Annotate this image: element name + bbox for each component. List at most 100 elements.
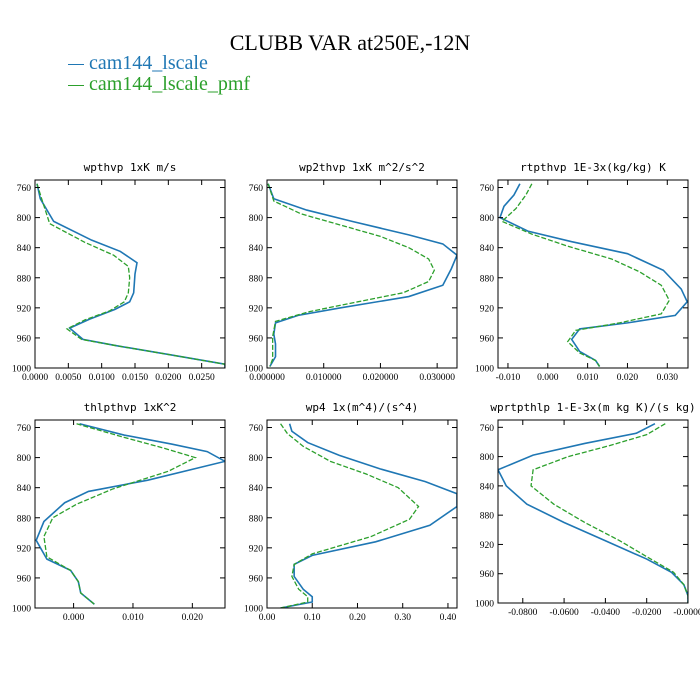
x-tick-label: 0.0000: [22, 373, 48, 383]
x-tick-label: 0.0200: [155, 373, 181, 383]
panel-6: 760 800 840 880 920 960 1000 -0.0800 -0.0600 -0.0…: [475, 401, 700, 618]
y-tick-label: 800: [480, 453, 495, 463]
y-tick-label: 840: [249, 244, 264, 254]
x-tick-label: 0.020000: [363, 373, 399, 383]
y-tick-label: 1000: [475, 600, 494, 610]
y-tick-label: 920: [17, 304, 32, 314]
y-tick-label: 880: [17, 274, 32, 284]
y-tick-label: 1000: [12, 605, 31, 615]
x-tick-label: 0.030: [657, 373, 679, 383]
x-tick-label: -0.0400: [591, 608, 621, 618]
x-tick-label: -0.0800: [508, 608, 538, 618]
y-tick-label: 760: [480, 184, 495, 194]
legend-label: cam144_lscale: [89, 52, 208, 74]
x-tick-label: 0.010: [122, 613, 144, 623]
legend-label: cam144_lscale_pmf: [89, 73, 251, 95]
y-tick-label: 920: [249, 304, 264, 314]
panel-title: wp4 1x(m^4)/(s^4): [306, 401, 419, 414]
legend-entry-lscale-pmf: cam144_lscale_pmf: [68, 73, 250, 95]
x-tick-label: 0.0050: [55, 373, 81, 383]
y-tick-label: 1000: [244, 365, 263, 375]
y-tick-label: 880: [17, 514, 32, 524]
y-tick-label: 960: [17, 574, 32, 584]
series-line-lscale-pmf: [267, 183, 436, 367]
series-line-lscale: [267, 183, 457, 367]
y-tick-label: 760: [480, 424, 495, 434]
x-tick-label: -0.0000: [673, 608, 700, 618]
x-tick-label: 0.000: [537, 373, 559, 383]
series-line-lscale-pmf: [530, 423, 688, 603]
plot-frame: [497, 179, 689, 369]
panel-4: 760 800 840 880 920 960 1000 0.000 0.010 0.020 thl…: [12, 401, 226, 623]
y-tick-label: 800: [17, 214, 32, 224]
y-tick-label: 960: [249, 574, 264, 584]
y-tick-label: 840: [249, 484, 264, 494]
y-tick-label: 760: [17, 184, 32, 194]
y-tick-label: 880: [480, 512, 495, 522]
x-tick-label: -0.0200: [632, 608, 662, 618]
y-tick-label: 800: [249, 214, 264, 224]
plot-frame: [266, 419, 458, 609]
x-tick-label: 0.020: [617, 373, 639, 383]
series-line-lscale: [36, 183, 225, 368]
series-line-lscale: [498, 183, 688, 367]
y-tick-label: 760: [249, 184, 264, 194]
y-tick-label: 840: [17, 484, 32, 494]
y-tick-label: 920: [17, 544, 32, 554]
panel-title: rtpthvp 1E-3x(kg/kg) K: [520, 161, 666, 174]
y-tick-label: 800: [249, 454, 264, 464]
series-line-lscale: [280, 423, 457, 608]
series-line-lscale-pmf: [43, 423, 198, 605]
plot-frame: [34, 179, 226, 369]
y-tick-label: 880: [249, 514, 264, 524]
y-tick-label: 1000: [12, 365, 31, 375]
x-tick-label: 0.030000: [419, 373, 455, 383]
y-tick-label: 960: [249, 334, 264, 344]
y-tick-label: 960: [480, 570, 495, 580]
y-tick-label: 960: [480, 334, 495, 344]
plot-frame: [34, 419, 226, 609]
panel-title: wprtpthlp 1-E-3x(m kg K)/(s kg): [490, 401, 695, 414]
panel-5: 760 800 840 880 920 960 10000.00 0.10 0.20 0.30 0.…: [244, 401, 458, 623]
panel-2: 760 800 840 880 920 960 10000.000000 0.010000 0.…: [244, 161, 458, 383]
plot-frame: [266, 179, 458, 369]
panel-title: wp2thvp 1xK m^2/s^2: [299, 161, 425, 174]
x-tick-label: 0.010: [577, 373, 599, 383]
x-tick-label: 0.020: [182, 613, 204, 623]
legend-entry-lscale: cam144_lscale: [68, 52, 208, 74]
panel-title: thlpthvp 1xK^2: [84, 401, 177, 414]
y-tick-label: 800: [17, 454, 32, 464]
y-tick-label: 840: [480, 482, 495, 492]
y-tick-label: 960: [17, 334, 32, 344]
y-tick-label: 800: [480, 214, 495, 224]
y-tick-label: 920: [480, 304, 495, 314]
x-tick-label: 0.40: [440, 613, 457, 623]
x-tick-label: 0.00: [259, 613, 276, 623]
panel-title: wpthvp 1xK m/s: [84, 161, 177, 174]
panel-3: 760 800 840 880 920 960 1000-0.010 0.000 0.010 0.…: [475, 161, 689, 383]
y-tick-label: 920: [249, 544, 264, 554]
x-tick-label: 0.30: [394, 613, 411, 623]
y-tick-label: 840: [17, 244, 32, 254]
y-tick-label: 880: [249, 274, 264, 284]
x-tick-label: 0.0100: [89, 373, 115, 383]
x-tick-label: 0.0150: [122, 373, 148, 383]
panel-1: 760 800 840 880 920 960 10000.0000 0.0050 0.0100…: [12, 161, 226, 383]
legend-line-icon: [68, 84, 84, 86]
x-tick-label: 0.0250: [189, 373, 215, 383]
chart-title: CLUBB VAR at250E,-12N: [229, 30, 471, 55]
y-tick-label: 1000: [475, 365, 494, 375]
x-tick-label: -0.010: [496, 373, 521, 383]
y-tick-label: 760: [249, 424, 264, 434]
series-line-lscale-pmf: [500, 183, 671, 367]
y-tick-label: 880: [480, 274, 495, 284]
plot-frame: [497, 419, 689, 604]
series-line-lscale-pmf: [280, 423, 420, 608]
y-tick-label: 920: [480, 541, 495, 551]
x-tick-label: 0.010000: [306, 373, 342, 383]
x-tick-label: 0.000000: [249, 373, 285, 383]
x-tick-label: 0.000: [63, 613, 85, 623]
x-tick-label: 0.20: [349, 613, 366, 623]
series-line-lscale-pmf: [36, 183, 225, 368]
